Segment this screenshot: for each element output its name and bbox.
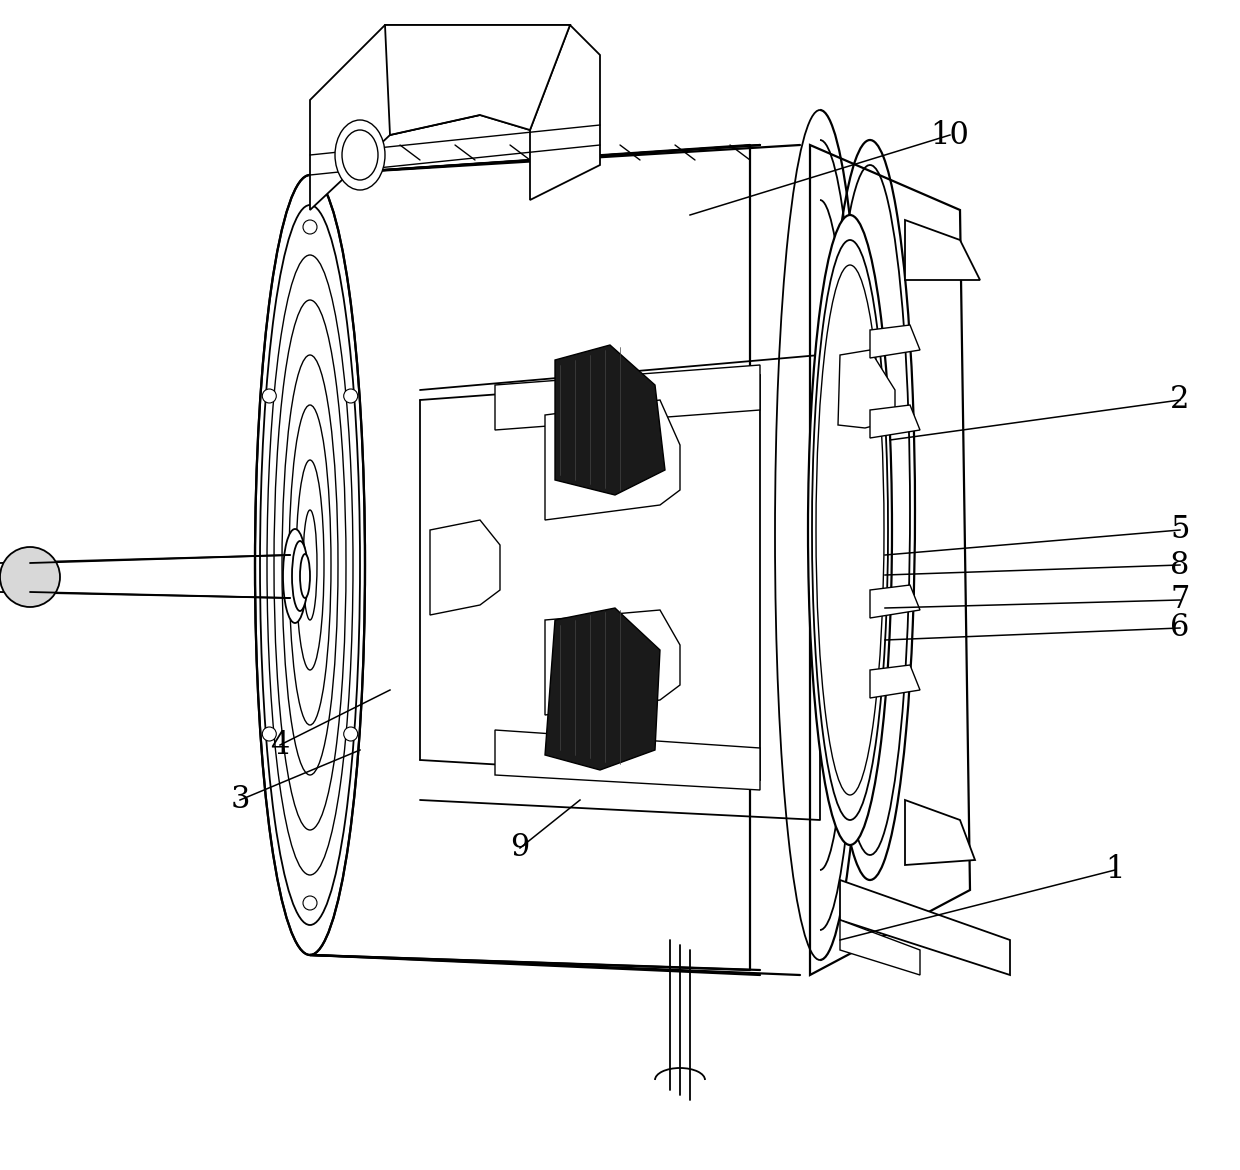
Ellipse shape <box>816 264 884 794</box>
Polygon shape <box>384 25 570 135</box>
Polygon shape <box>905 800 975 865</box>
Polygon shape <box>430 519 500 615</box>
Circle shape <box>263 388 277 402</box>
Polygon shape <box>905 220 980 280</box>
Polygon shape <box>546 610 680 715</box>
Polygon shape <box>870 665 920 698</box>
Circle shape <box>343 727 357 741</box>
Polygon shape <box>839 920 920 975</box>
Polygon shape <box>495 730 760 790</box>
Ellipse shape <box>289 405 331 725</box>
Ellipse shape <box>260 205 360 925</box>
Ellipse shape <box>335 121 384 190</box>
Text: 6: 6 <box>1171 613 1189 644</box>
Polygon shape <box>556 345 665 495</box>
Circle shape <box>303 220 317 234</box>
Ellipse shape <box>342 130 378 180</box>
Polygon shape <box>310 25 570 209</box>
Text: 5: 5 <box>1171 515 1189 545</box>
Text: 2: 2 <box>1171 385 1189 415</box>
Text: 10: 10 <box>930 119 970 151</box>
Polygon shape <box>546 608 660 770</box>
Ellipse shape <box>812 240 888 820</box>
Text: 3: 3 <box>231 785 249 815</box>
Polygon shape <box>839 880 1011 975</box>
Text: 4: 4 <box>270 730 290 761</box>
Ellipse shape <box>283 529 308 622</box>
Polygon shape <box>495 365 760 431</box>
Polygon shape <box>529 25 600 200</box>
Text: 9: 9 <box>511 833 529 863</box>
Text: 7: 7 <box>1171 585 1189 615</box>
Circle shape <box>303 896 317 910</box>
Ellipse shape <box>300 555 310 598</box>
Ellipse shape <box>274 300 346 830</box>
Polygon shape <box>870 585 920 618</box>
Ellipse shape <box>296 460 324 670</box>
Polygon shape <box>870 325 920 358</box>
Ellipse shape <box>267 255 353 875</box>
Ellipse shape <box>281 355 339 775</box>
Polygon shape <box>870 405 920 438</box>
Ellipse shape <box>291 541 308 611</box>
Ellipse shape <box>808 215 892 845</box>
Polygon shape <box>838 350 895 428</box>
Text: 1: 1 <box>1105 854 1125 886</box>
Polygon shape <box>546 400 680 519</box>
Circle shape <box>263 727 277 741</box>
Ellipse shape <box>255 176 365 955</box>
Polygon shape <box>810 145 970 975</box>
Circle shape <box>0 548 60 607</box>
Text: 8: 8 <box>1171 550 1189 580</box>
Ellipse shape <box>303 510 317 620</box>
Circle shape <box>343 388 357 402</box>
